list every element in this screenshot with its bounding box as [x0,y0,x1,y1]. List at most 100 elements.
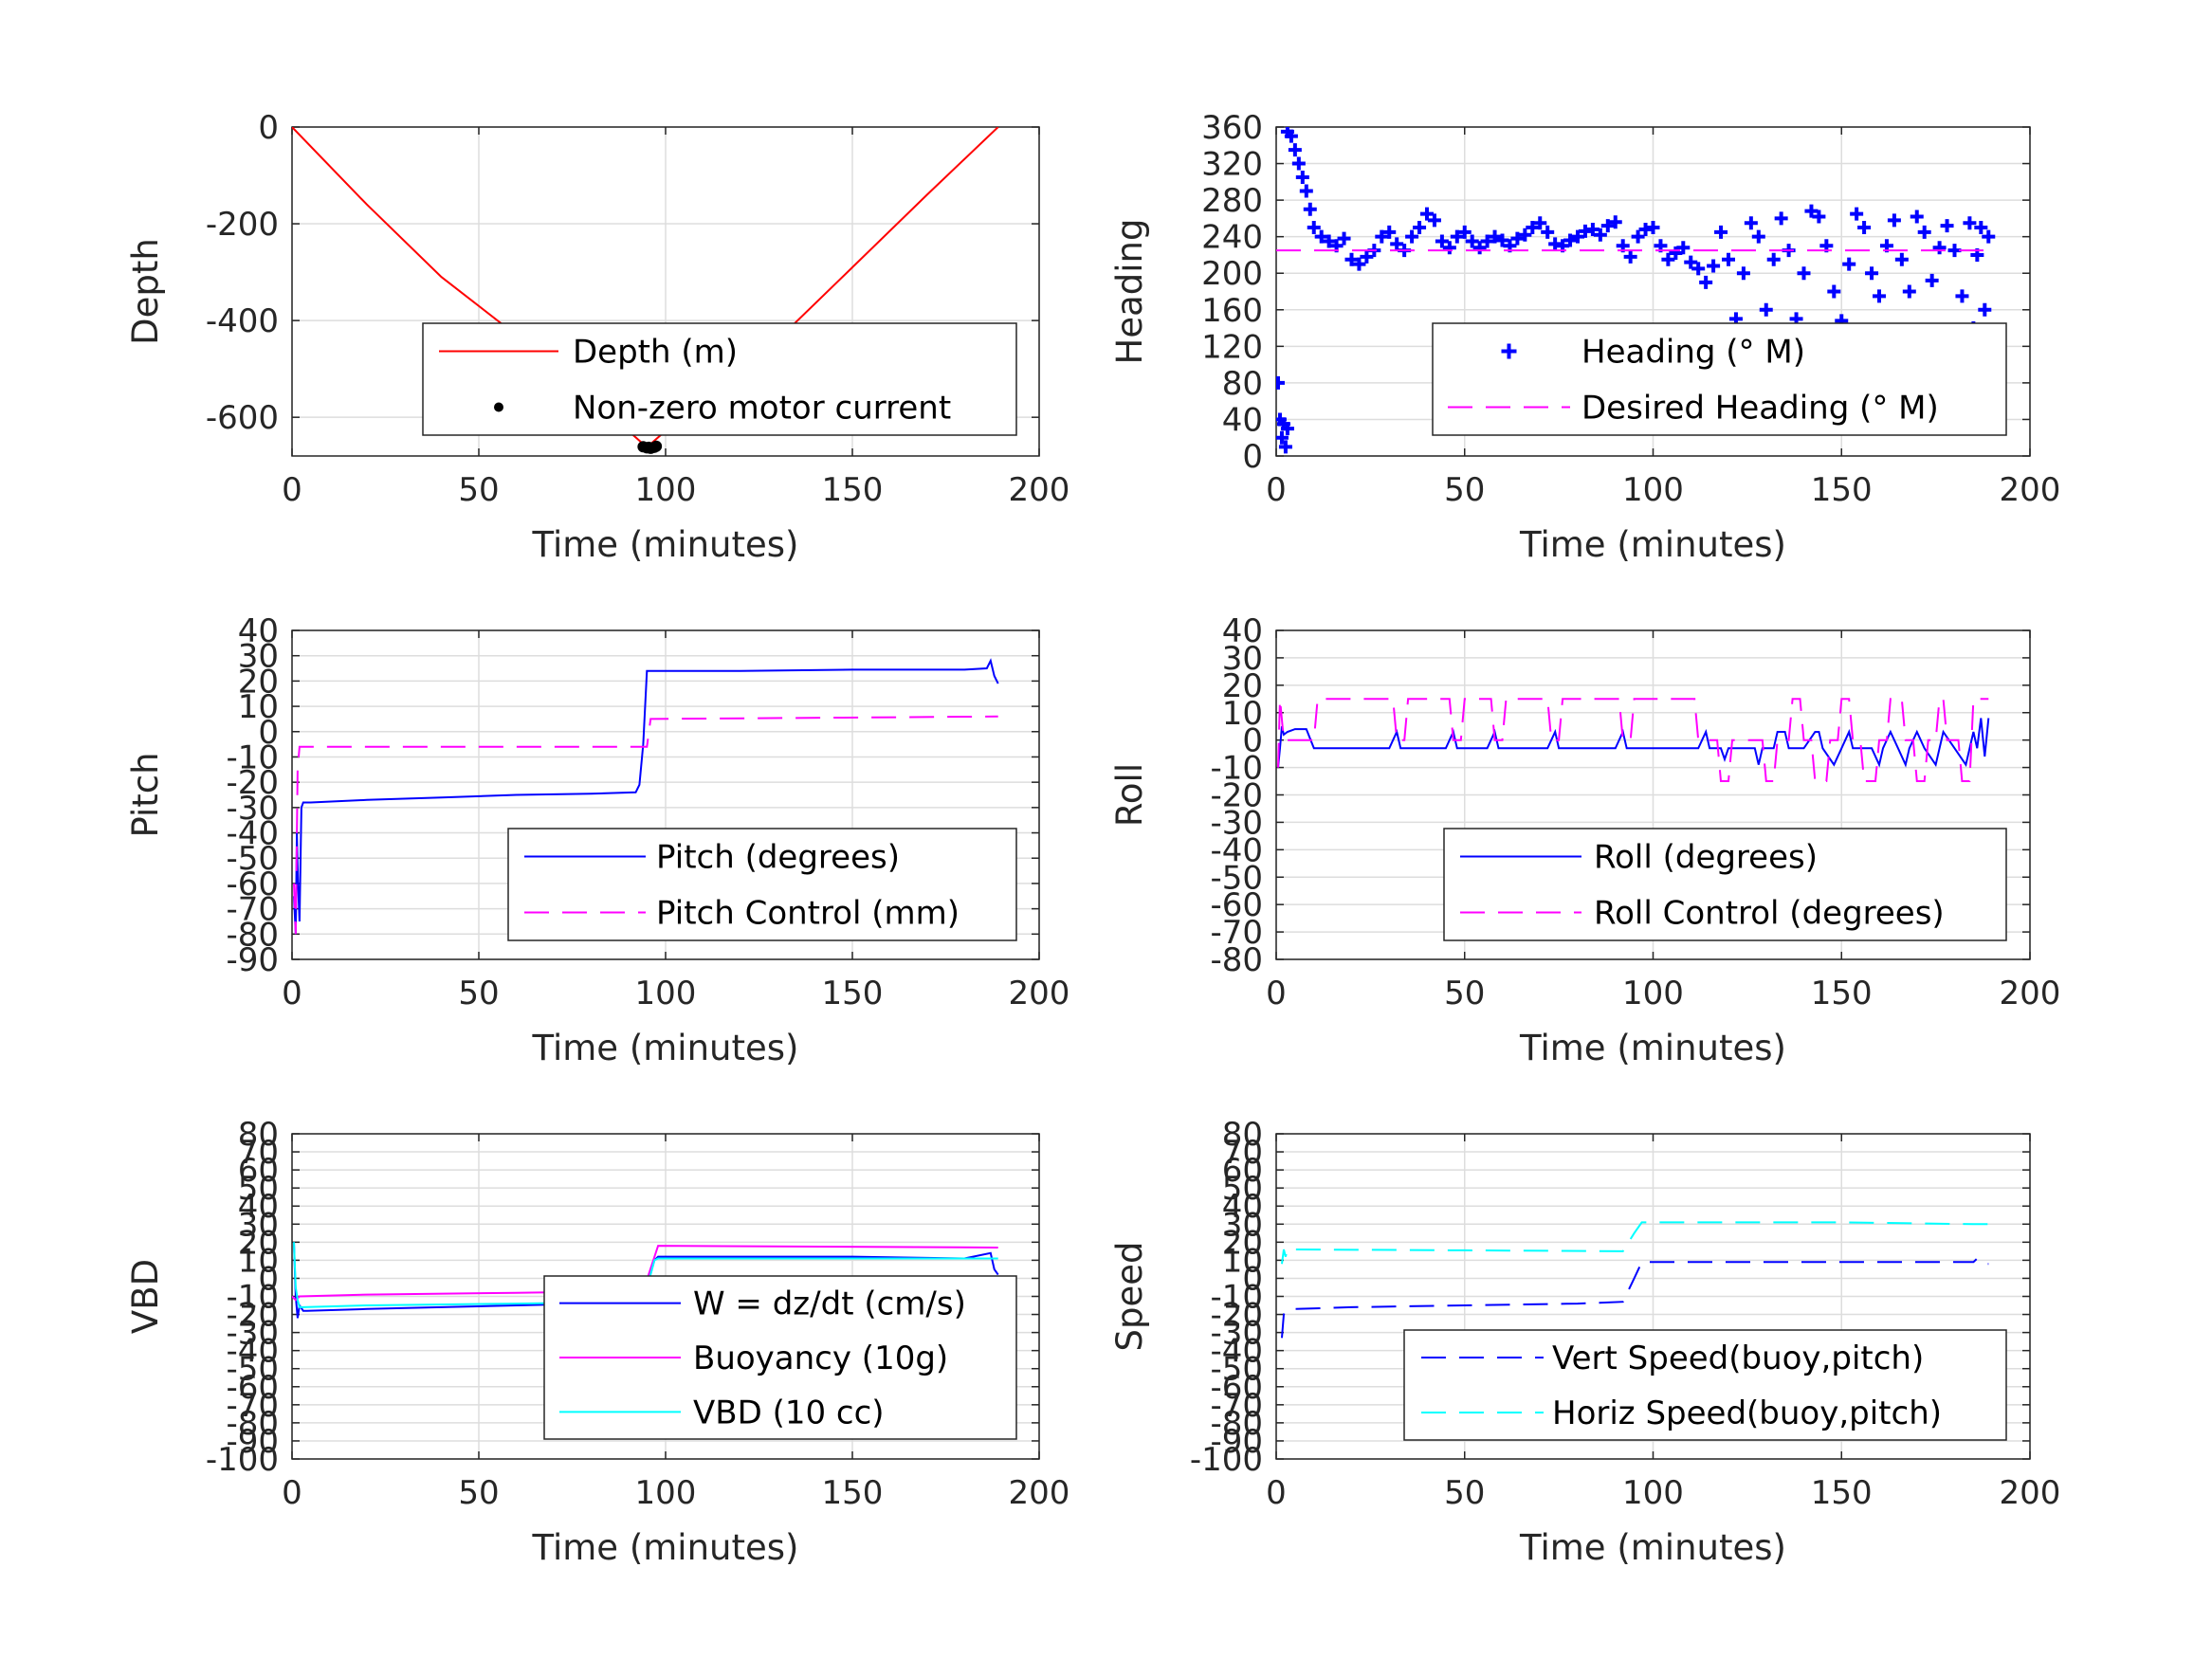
x-axis-label: Time (minutes) [532,1028,799,1068]
data-point [1974,221,1988,235]
x-tick-label: 50 [458,975,499,1012]
data-point [1812,210,1826,224]
data-point [1276,375,1285,390]
x-tick-label: 100 [635,471,697,509]
y-tick-label: 0 [1242,438,1263,476]
y-tick-label: 30 [238,638,279,676]
legend-label: Roll Control (degrees) [1594,895,1945,933]
legend: Roll (degrees) Roll Control (degrees) [1443,828,2007,941]
series-buoyancy-10g [292,1245,998,1302]
data-point [1865,266,1879,281]
data-point [1623,249,1637,264]
y-tick-label: 0 [258,1260,279,1298]
x-tick-label: 200 [1009,1474,1070,1512]
y-tick-label: -60 [1210,1369,1263,1407]
data-point [1932,241,1947,255]
y-tick-label: 360 [1201,109,1263,147]
data-point [1887,213,1901,228]
y-tick-label: -70 [226,891,279,929]
x-tick-label: 150 [822,471,884,509]
data-point [1541,225,1555,239]
y-tick-label: 40 [1222,612,1263,650]
ticks: 0 50 100 150 200-100-90-80-70-60-50-40-30-20… [1190,1116,2061,1512]
data-point [1600,219,1615,233]
x-tick-label: 100 [635,1474,697,1512]
x-tick-label: 50 [1444,471,1485,509]
data-point [1842,257,1856,271]
y-tick-label: 320 [1201,146,1263,184]
x-tick-label: 100 [1622,1474,1684,1512]
legend-swatch [494,402,503,412]
y-tick-label: 50 [1222,1170,1263,1208]
x-tick-label: 150 [1811,1474,1873,1512]
data-point [1457,225,1472,239]
series-pitch-degrees [293,658,999,935]
x-tick-label: 200 [1009,975,1070,1012]
y-tick-label: 50 [238,1170,279,1208]
data-point [1518,228,1532,242]
data-point [1278,440,1292,454]
x-axis-label: Time (minutes) [532,524,799,565]
y-tick-label: 120 [1201,328,1263,366]
x-tick-label: 100 [635,975,697,1012]
legend-label: Pitch Control (mm) [656,895,960,933]
data-point [1714,225,1728,239]
y-tick-label: 60 [1222,1152,1263,1190]
panel-heading: 0 50 100 150 20004080120160200240280320360Ti… [1109,109,2060,565]
data-point [1593,228,1607,242]
y-tick-label: 20 [238,663,279,701]
data-point [1978,302,1992,317]
x-axis-label: Time (minutes) [1519,1028,1786,1068]
data-point [1963,216,1977,230]
data-point [1563,233,1578,247]
panel-roll: 0 50 100 150 200-80-70-60-50-40-30-20-100102… [1109,612,2060,1068]
y-tick-label: 200 [1201,255,1263,293]
y-tick-label: 0 [1242,722,1263,760]
y-tick-label: -50 [226,1351,279,1389]
data-point [1435,234,1449,248]
legend-label: W = dz/dt (cm/s) [693,1285,966,1323]
data-point [1751,229,1765,244]
x-axis-label: Time (minutes) [532,1527,799,1568]
data-point [1375,229,1389,244]
x-tick-label: 100 [1622,975,1684,1012]
data-point [1744,216,1758,230]
y-tick-label: -600 [206,399,279,437]
x-tick-label: 50 [458,471,499,509]
legend: Heading (° M) Desired Heading (° M) [1432,322,2007,436]
y-tick-label: 280 [1201,182,1263,220]
data-point [1303,202,1317,216]
x-tick-label: 50 [1444,975,1485,1012]
data-point [1571,229,1584,244]
data-point [1427,213,1441,228]
y-tick-label: 20 [1222,667,1263,705]
data-point [1850,207,1864,221]
y-tick-label: -30 [1210,1315,1263,1353]
data-point [1982,229,1996,244]
legend-label: Horiz Speed(buoy,pitch) [1552,1395,1942,1432]
legend: W = dz/dt (cm/s) Buoyancy (10g) VBD (10 cc… [543,1275,1017,1440]
x-tick-label: 150 [822,975,884,1012]
data-point [1352,257,1366,271]
series-roll-control-degrees [1277,698,1989,782]
y-tick-label: 0 [258,714,279,752]
ticks: 0 50 100 150 200-80-70-60-50-40-30-20-100102… [1210,612,2060,1012]
data-point [1480,234,1494,248]
data-point [1766,252,1781,266]
x-axis-label: Time (minutes) [1519,524,1786,565]
x-tick-label: 50 [458,1474,499,1512]
ticks: 0 50 100 150 200-90-80-70-60-50-40-30-20-100… [226,612,1069,1012]
legend-label: Buoyancy (10g) [693,1340,948,1377]
data-point [1314,229,1328,244]
data-point [1533,216,1547,230]
data-point [1940,219,1954,233]
data-point [1669,246,1683,261]
data-point [1894,252,1909,266]
y-tick-label: 40 [1222,1188,1263,1226]
data-point [1608,215,1622,229]
data-point [1442,241,1456,255]
y-tick-label: -50 [1210,859,1263,897]
data-point [1288,143,1302,157]
